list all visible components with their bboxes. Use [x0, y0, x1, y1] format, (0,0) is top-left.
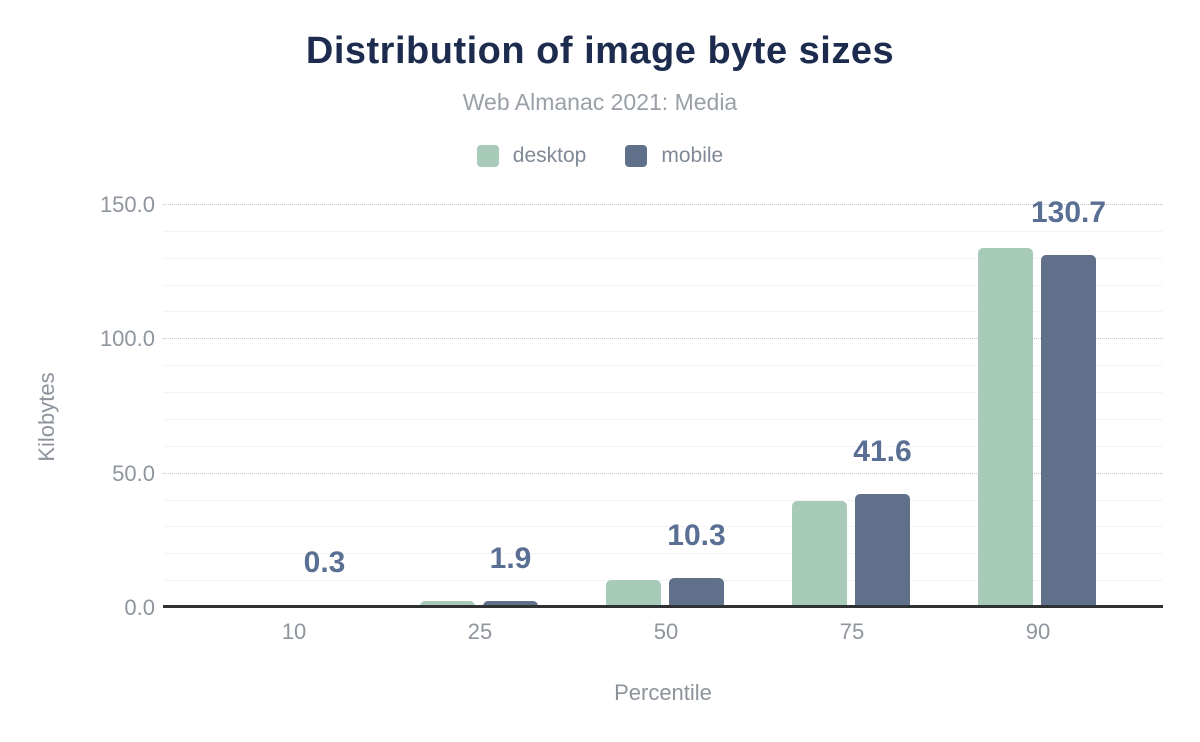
- bar-desktop-p75[interactable]: [792, 501, 847, 606]
- x-tick-75: 75: [839, 619, 865, 644]
- gridline-major: [163, 472, 1163, 474]
- x-tick-10: 10: [281, 619, 307, 644]
- gridline-minor: [163, 365, 1163, 367]
- x-axis-line: [163, 605, 1163, 608]
- x-axis-title: Percentile: [614, 680, 712, 705]
- gridline-minor: [163, 284, 1163, 286]
- gridline-minor: [163, 580, 1163, 582]
- data-label-p25: 1.9: [489, 541, 532, 575]
- x-tick-90: 90: [1025, 619, 1051, 644]
- gridline-minor: [163, 499, 1163, 501]
- gridline-major: [163, 338, 1163, 340]
- gridline-minor: [163, 230, 1163, 232]
- chart-title: Distribution of image byte sizes: [305, 30, 895, 72]
- legend-swatch-mobile: [625, 145, 648, 167]
- gridline-minor: [163, 526, 1163, 528]
- gridline-major: [163, 204, 1163, 205]
- gridline-minor: [163, 392, 1163, 394]
- bar-mobile-p75[interactable]: [855, 494, 910, 606]
- chart-subtitle: Web Almanac 2021: Media: [462, 89, 738, 115]
- y-tick-150.0: 150.0: [99, 192, 155, 217]
- bar-mobile-p50[interactable]: [669, 578, 724, 606]
- gridline-minor: [163, 445, 1163, 447]
- y-axis-title-text: Kilobytes: [34, 372, 59, 462]
- x-tick-50: 50: [653, 619, 679, 644]
- legend-item-desktop: desktop: [476, 144, 587, 168]
- legend-swatch-desktop: [476, 145, 499, 167]
- bar-mobile-p90[interactable]: [1041, 254, 1096, 606]
- y-tick-0.0: 0.0: [124, 595, 155, 620]
- gridline-minor: [163, 311, 1163, 313]
- bar-desktop-p90[interactable]: [978, 247, 1033, 606]
- legend-label-desktop: desktop: [512, 144, 587, 167]
- data-label-p75: 41.6: [853, 435, 912, 469]
- gridline-minor: [163, 553, 1163, 555]
- bar-desktop-p25[interactable]: [420, 601, 475, 606]
- gridline-minor: [163, 418, 1163, 420]
- y-tick-50.0: 50.0: [112, 460, 155, 486]
- legend-label-mobile: mobile: [661, 144, 724, 167]
- y-tick-100.0: 100.0: [99, 326, 155, 352]
- x-tick-25: 25: [467, 619, 493, 644]
- bar-desktop-p50[interactable]: [606, 579, 661, 606]
- legend-item-mobile: mobile: [625, 144, 723, 168]
- bar-mobile-p25[interactable]: [483, 600, 538, 606]
- data-label-p10: 0.3: [303, 546, 346, 579]
- plot-area: 0.3 1.9 10.3 41.6 130.7: [163, 197, 1163, 608]
- data-label-p90: 130.7: [1030, 195, 1107, 229]
- gridline-minor: [163, 257, 1163, 259]
- legend: desktop mobile: [0, 143, 1200, 169]
- data-label-p50: 10.3: [667, 519, 726, 553]
